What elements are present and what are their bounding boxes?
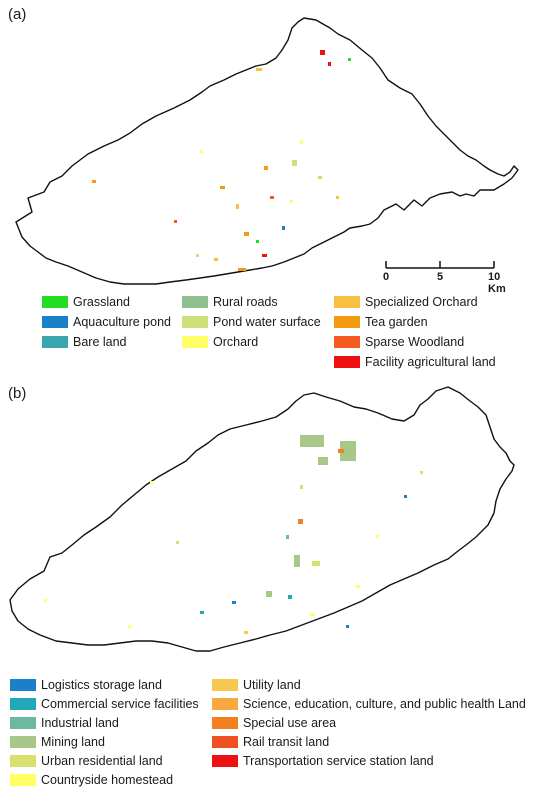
legend-swatch: [212, 717, 238, 729]
map-a: [15, 17, 519, 285]
legend-label: Science, education, culture, and public …: [243, 697, 526, 711]
legend-swatch: [10, 698, 36, 710]
legend-swatch: [42, 336, 68, 348]
legend-label: Transportation service station land: [243, 754, 434, 768]
legend-item: Grassland: [42, 295, 130, 309]
legend-label: Commercial service facilities: [41, 697, 199, 711]
legend-swatch: [334, 296, 360, 308]
legend-swatch: [212, 679, 238, 691]
legend-swatch: [334, 356, 360, 368]
legend-item: Sparse Woodland: [334, 335, 464, 349]
legend-label: Countryside homestead: [41, 773, 174, 787]
legend-label: Facility agricultural land: [365, 355, 496, 369]
legend-label: Pond water surface: [213, 315, 321, 329]
legend-label: Mining land: [41, 735, 105, 749]
legend-label: Utility land: [243, 678, 301, 692]
legend-item: Industrial land: [10, 716, 119, 730]
legend-swatch: [212, 698, 238, 710]
legend-label: Specialized Orchard: [365, 295, 478, 309]
legend-item: Utility land: [212, 678, 301, 692]
legend-swatch: [334, 336, 360, 348]
panel-label-b: (b): [8, 385, 27, 402]
legend-swatch: [182, 316, 208, 328]
legend-item: Bare land: [42, 335, 127, 349]
legend-label: Tea garden: [365, 315, 428, 329]
legend-swatch: [334, 316, 360, 328]
scale-tick-10: 10 Km: [488, 271, 506, 295]
legend-item: Logistics storage land: [10, 678, 162, 692]
legend-swatch: [10, 736, 36, 748]
legend-label: Orchard: [213, 335, 259, 349]
scale-tick-0: 0: [383, 271, 390, 283]
legend-item: Specialized Orchard: [334, 295, 478, 309]
legend-label: Bare land: [73, 335, 127, 349]
legend-item: Rail transit land: [212, 735, 329, 749]
legend-swatch: [10, 717, 36, 729]
region-boundary-a: [15, 17, 519, 285]
legend-item: Urban residential land: [10, 754, 163, 768]
legend-item: Countryside homestead: [10, 773, 173, 787]
legend-label: Rural roads: [213, 295, 278, 309]
legend-label: Sparse Woodland: [365, 335, 465, 349]
scale-tick-5: 5: [437, 271, 444, 283]
legend-item: Science, education, culture, and public …: [212, 697, 526, 711]
legend-label: Rail transit land: [243, 735, 330, 749]
legend-label: Special use area: [243, 716, 337, 730]
region-boundary-b: [9, 386, 515, 652]
legend-label: Aquaculture pond: [73, 315, 171, 329]
land-patches-b: [44, 435, 423, 634]
legend-item: Facility agricultural land: [334, 355, 496, 369]
legend-item: Orchard: [182, 335, 258, 349]
map-b: [9, 386, 515, 652]
legend-item: Pond water surface: [182, 315, 321, 329]
panel-a: (a): [0, 0, 550, 385]
legend-swatch: [212, 736, 238, 748]
legend-swatch: [10, 774, 36, 786]
legend-label: Urban residential land: [41, 754, 163, 768]
legend-swatch: [42, 296, 68, 308]
legend-label: Industrial land: [41, 716, 119, 730]
legend-swatch: [10, 679, 36, 691]
legend-label: Logistics storage land: [41, 678, 162, 692]
legend-item: Special use area: [212, 716, 336, 730]
legend-item: Rural roads: [182, 295, 278, 309]
scale-bar: 0 5 10 Km: [380, 258, 520, 295]
legend-item: Mining land: [10, 735, 105, 749]
panel-label-a: (a): [8, 6, 27, 23]
legend-swatch: [182, 336, 208, 348]
panel-b: (b): [0, 385, 550, 795]
legend-label: Grassland: [73, 295, 130, 309]
legend-item: Tea garden: [334, 315, 428, 329]
legend-swatch: [42, 316, 68, 328]
legend-item: Commercial service facilities: [10, 697, 199, 711]
legend-item: Transportation service station land: [212, 754, 434, 768]
legend-swatch: [182, 296, 208, 308]
land-patches-a: [92, 50, 351, 271]
legend-swatch: [10, 755, 36, 767]
legend-item: Aquaculture pond: [42, 315, 171, 329]
legend-swatch: [212, 755, 238, 767]
